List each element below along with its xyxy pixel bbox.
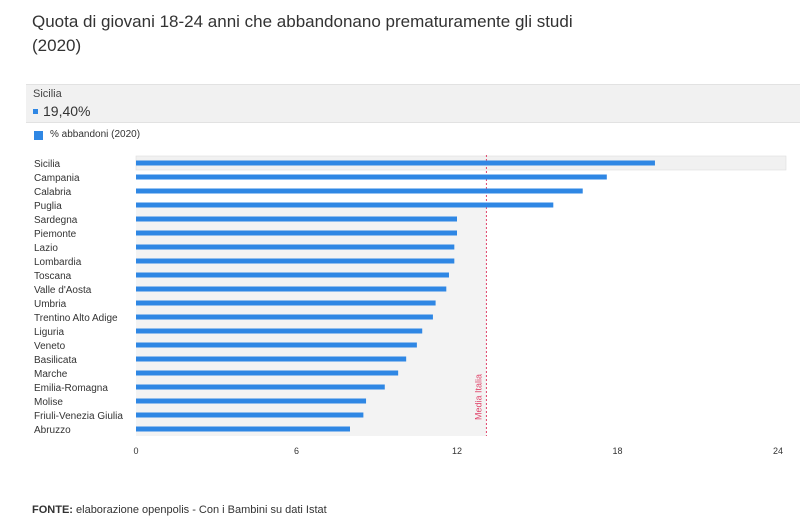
category-label: Veneto [34, 341, 66, 352]
bar [136, 286, 447, 292]
bar [136, 412, 364, 418]
category-label: Campania [34, 173, 80, 184]
category-label: Calabria [34, 187, 72, 198]
x-tick-label: 12 [452, 446, 462, 456]
bar [136, 398, 367, 404]
reference-band [136, 205, 487, 436]
category-label: Toscana [34, 271, 72, 282]
category-label: Molise [34, 397, 63, 408]
bar [136, 174, 607, 180]
category-label: Abruzzo [34, 425, 71, 436]
category-label: Liguria [34, 327, 64, 338]
category-label: Sardegna [34, 215, 78, 226]
bar [136, 342, 417, 348]
bar [136, 244, 455, 250]
legend-label: % abbandoni (2020) [50, 129, 141, 140]
footer-text: elaborazione openpolis - Con i Bambini s… [72, 504, 327, 516]
category-label: Puglia [34, 201, 62, 212]
tooltip-swatch [33, 109, 38, 114]
category-label: Sicilia [34, 159, 61, 170]
chart-title: Quota di giovani 18-24 anni che abbandon… [32, 12, 573, 55]
bar [136, 426, 350, 432]
bar [136, 272, 449, 278]
bar [136, 370, 399, 376]
x-tick-label: 18 [612, 446, 622, 456]
tooltip: Sicilia 19,40% [26, 84, 800, 123]
category-label: Lazio [34, 243, 58, 254]
footer-label: FONTE: [32, 504, 73, 516]
reference-line-label: Media Italia [473, 374, 483, 420]
category-label: Valle d'Aosta [34, 285, 92, 296]
bar [136, 356, 407, 362]
bar [136, 300, 436, 306]
category-label: Basilicata [34, 355, 77, 366]
tooltip-value: 19,40% [43, 103, 91, 119]
bar [136, 230, 457, 236]
x-tick-label: 6 [294, 446, 299, 456]
category-label: Lombardia [34, 257, 82, 268]
category-label: Marche [34, 369, 68, 380]
tooltip-region: Sicilia [33, 88, 62, 100]
bar [136, 188, 583, 194]
bar [136, 216, 457, 222]
bar [136, 202, 554, 208]
bar [136, 160, 655, 166]
bar [136, 328, 423, 334]
bar [136, 384, 385, 390]
category-label: Umbria [34, 299, 67, 310]
footer: FONTE: elaborazione openpolis - Con i Ba… [32, 504, 327, 516]
x-tick-label: 24 [773, 446, 783, 456]
x-tick-label: 0 [133, 446, 138, 456]
bar [136, 258, 455, 264]
category-label: Friuli-Venezia Giulia [34, 411, 123, 422]
category-label: Emilia-Romagna [34, 383, 108, 394]
category-label: Piemonte [34, 229, 77, 240]
bar [136, 314, 433, 320]
category-label: Trentino Alto Adige [34, 313, 118, 324]
legend-swatch [34, 131, 43, 140]
